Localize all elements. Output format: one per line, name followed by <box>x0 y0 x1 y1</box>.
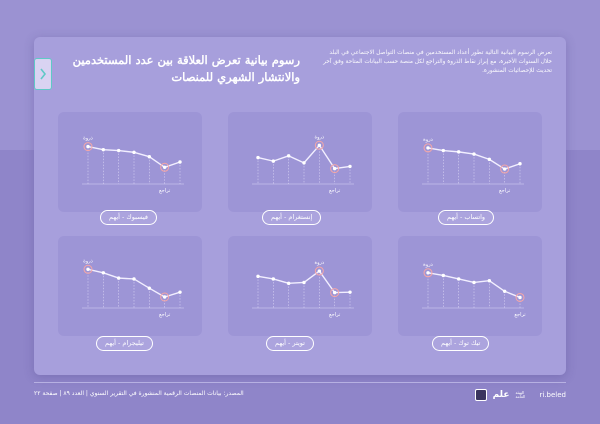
low-highlight-ring <box>500 164 510 174</box>
data-point <box>178 160 182 164</box>
line-chart: ذروة تراجع <box>422 137 524 194</box>
data-point <box>256 274 260 279</box>
chart-label-pill[interactable]: تيليجرام - أيهم <box>96 336 153 351</box>
low-label: تراجع <box>514 312 526 318</box>
data-point <box>162 295 167 299</box>
chart-panel-2: ذروة تراجع <box>228 112 372 212</box>
data-point <box>86 144 90 149</box>
data-point <box>456 277 461 281</box>
data-point <box>472 280 476 285</box>
low-label: تراجع <box>329 312 341 318</box>
footer-brand: علم الهيئة العامة ri.beled <box>474 389 567 401</box>
data-point <box>132 277 136 281</box>
data-point <box>302 161 306 165</box>
previous-page-button[interactable] <box>34 58 52 90</box>
brand-subtitle: الهيئة العامة <box>515 390 526 399</box>
data-point <box>472 152 476 156</box>
page-description: تعرض الرسوم البيانية التالية تطور أعداد … <box>323 50 552 74</box>
chart-panel-6: ذروة تراجع <box>398 236 542 336</box>
data-point <box>101 271 106 275</box>
footer-divider <box>34 382 566 383</box>
data-point <box>286 281 291 286</box>
chart-panel-3: ذروة تراجع <box>398 112 542 212</box>
data-point <box>426 146 430 150</box>
chart-label-pill[interactable]: تويتر - أيهم <box>266 336 314 351</box>
line-chart: ذروة تراجع <box>82 258 184 318</box>
line-chart: ذروة تراجع <box>82 136 184 194</box>
peak-highlight-ring <box>314 266 324 276</box>
data-point <box>116 148 121 153</box>
data-point <box>101 147 106 152</box>
line-chart: ذروة تراجع <box>252 134 354 194</box>
chart-label-pill[interactable]: فيسبوك - أيهم <box>100 210 157 225</box>
data-point <box>518 295 522 300</box>
data-point <box>86 267 90 271</box>
footer-source-text: المصدر: بيانات المنصات الرقمية المنشورة … <box>34 390 244 397</box>
data-point <box>286 154 291 158</box>
chart-panel-1: ذروة تراجع <box>58 112 202 212</box>
chart-panel-4: ذروة تراجع <box>58 236 202 336</box>
chart-label-pill[interactable]: واتساب - أيهم <box>438 210 495 225</box>
data-point <box>132 150 136 155</box>
data-point <box>518 162 522 166</box>
data-point <box>426 271 430 275</box>
low-highlight-ring <box>160 292 170 302</box>
peak-highlight-ring <box>314 140 324 150</box>
low-highlight-ring <box>330 288 340 298</box>
low-highlight-ring <box>330 164 340 174</box>
data-point <box>147 286 152 290</box>
low-highlight-ring <box>160 162 170 172</box>
data-point <box>271 159 276 163</box>
peak-label: ذروة <box>423 262 433 268</box>
data-point <box>348 164 352 169</box>
data-point <box>332 166 337 171</box>
low-highlight-ring <box>515 292 525 302</box>
brand-domain: ri.beled <box>539 391 567 399</box>
line-chart: ذروة تراجع <box>422 262 526 318</box>
low-label: تراجع <box>499 188 511 194</box>
peak-highlight-ring <box>423 143 433 153</box>
low-label: تراجع <box>159 188 171 194</box>
data-point <box>502 167 507 171</box>
data-point <box>487 279 492 283</box>
data-point <box>116 276 121 280</box>
peak-label: ذروة <box>314 260 324 266</box>
data-point <box>147 155 152 159</box>
data-point <box>256 155 260 160</box>
data-point <box>332 290 337 295</box>
peak-label: ذروة <box>83 258 93 264</box>
data-point <box>502 289 507 293</box>
chart-panel-5: ذروة تراجع <box>228 236 372 336</box>
low-label: تراجع <box>329 188 341 194</box>
peak-label: ذروة <box>314 134 324 140</box>
data-point <box>348 290 352 294</box>
data-point <box>317 269 322 273</box>
data-point <box>178 290 182 294</box>
data-point <box>487 157 492 162</box>
chart-label-pill[interactable]: تيك توك - أيهم <box>432 336 490 351</box>
peak-highlight-ring <box>423 268 433 278</box>
series-line <box>427 272 521 299</box>
data-point <box>162 165 167 169</box>
peak-highlight-ring <box>83 142 93 152</box>
peak-label: ذروة <box>423 137 433 143</box>
low-label: تراجع <box>159 312 171 318</box>
brand-logo-icon <box>474 389 487 401</box>
data-point <box>302 280 306 285</box>
brand-name: علم <box>492 390 510 400</box>
data-point <box>456 150 461 154</box>
line-chart: ذروة تراجع <box>252 260 354 318</box>
data-point <box>441 273 446 278</box>
data-point <box>317 143 322 147</box>
data-point <box>271 277 276 281</box>
peak-highlight-ring <box>83 264 93 274</box>
chevron-right-icon <box>40 68 47 80</box>
page-title: رسوم بيانية تعرض العلاقة بين عدد المستخد… <box>72 53 300 84</box>
data-point <box>441 148 446 153</box>
chart-label-pill[interactable]: إنستغرام - أيهم <box>262 210 322 225</box>
peak-label: ذروة <box>83 136 93 142</box>
